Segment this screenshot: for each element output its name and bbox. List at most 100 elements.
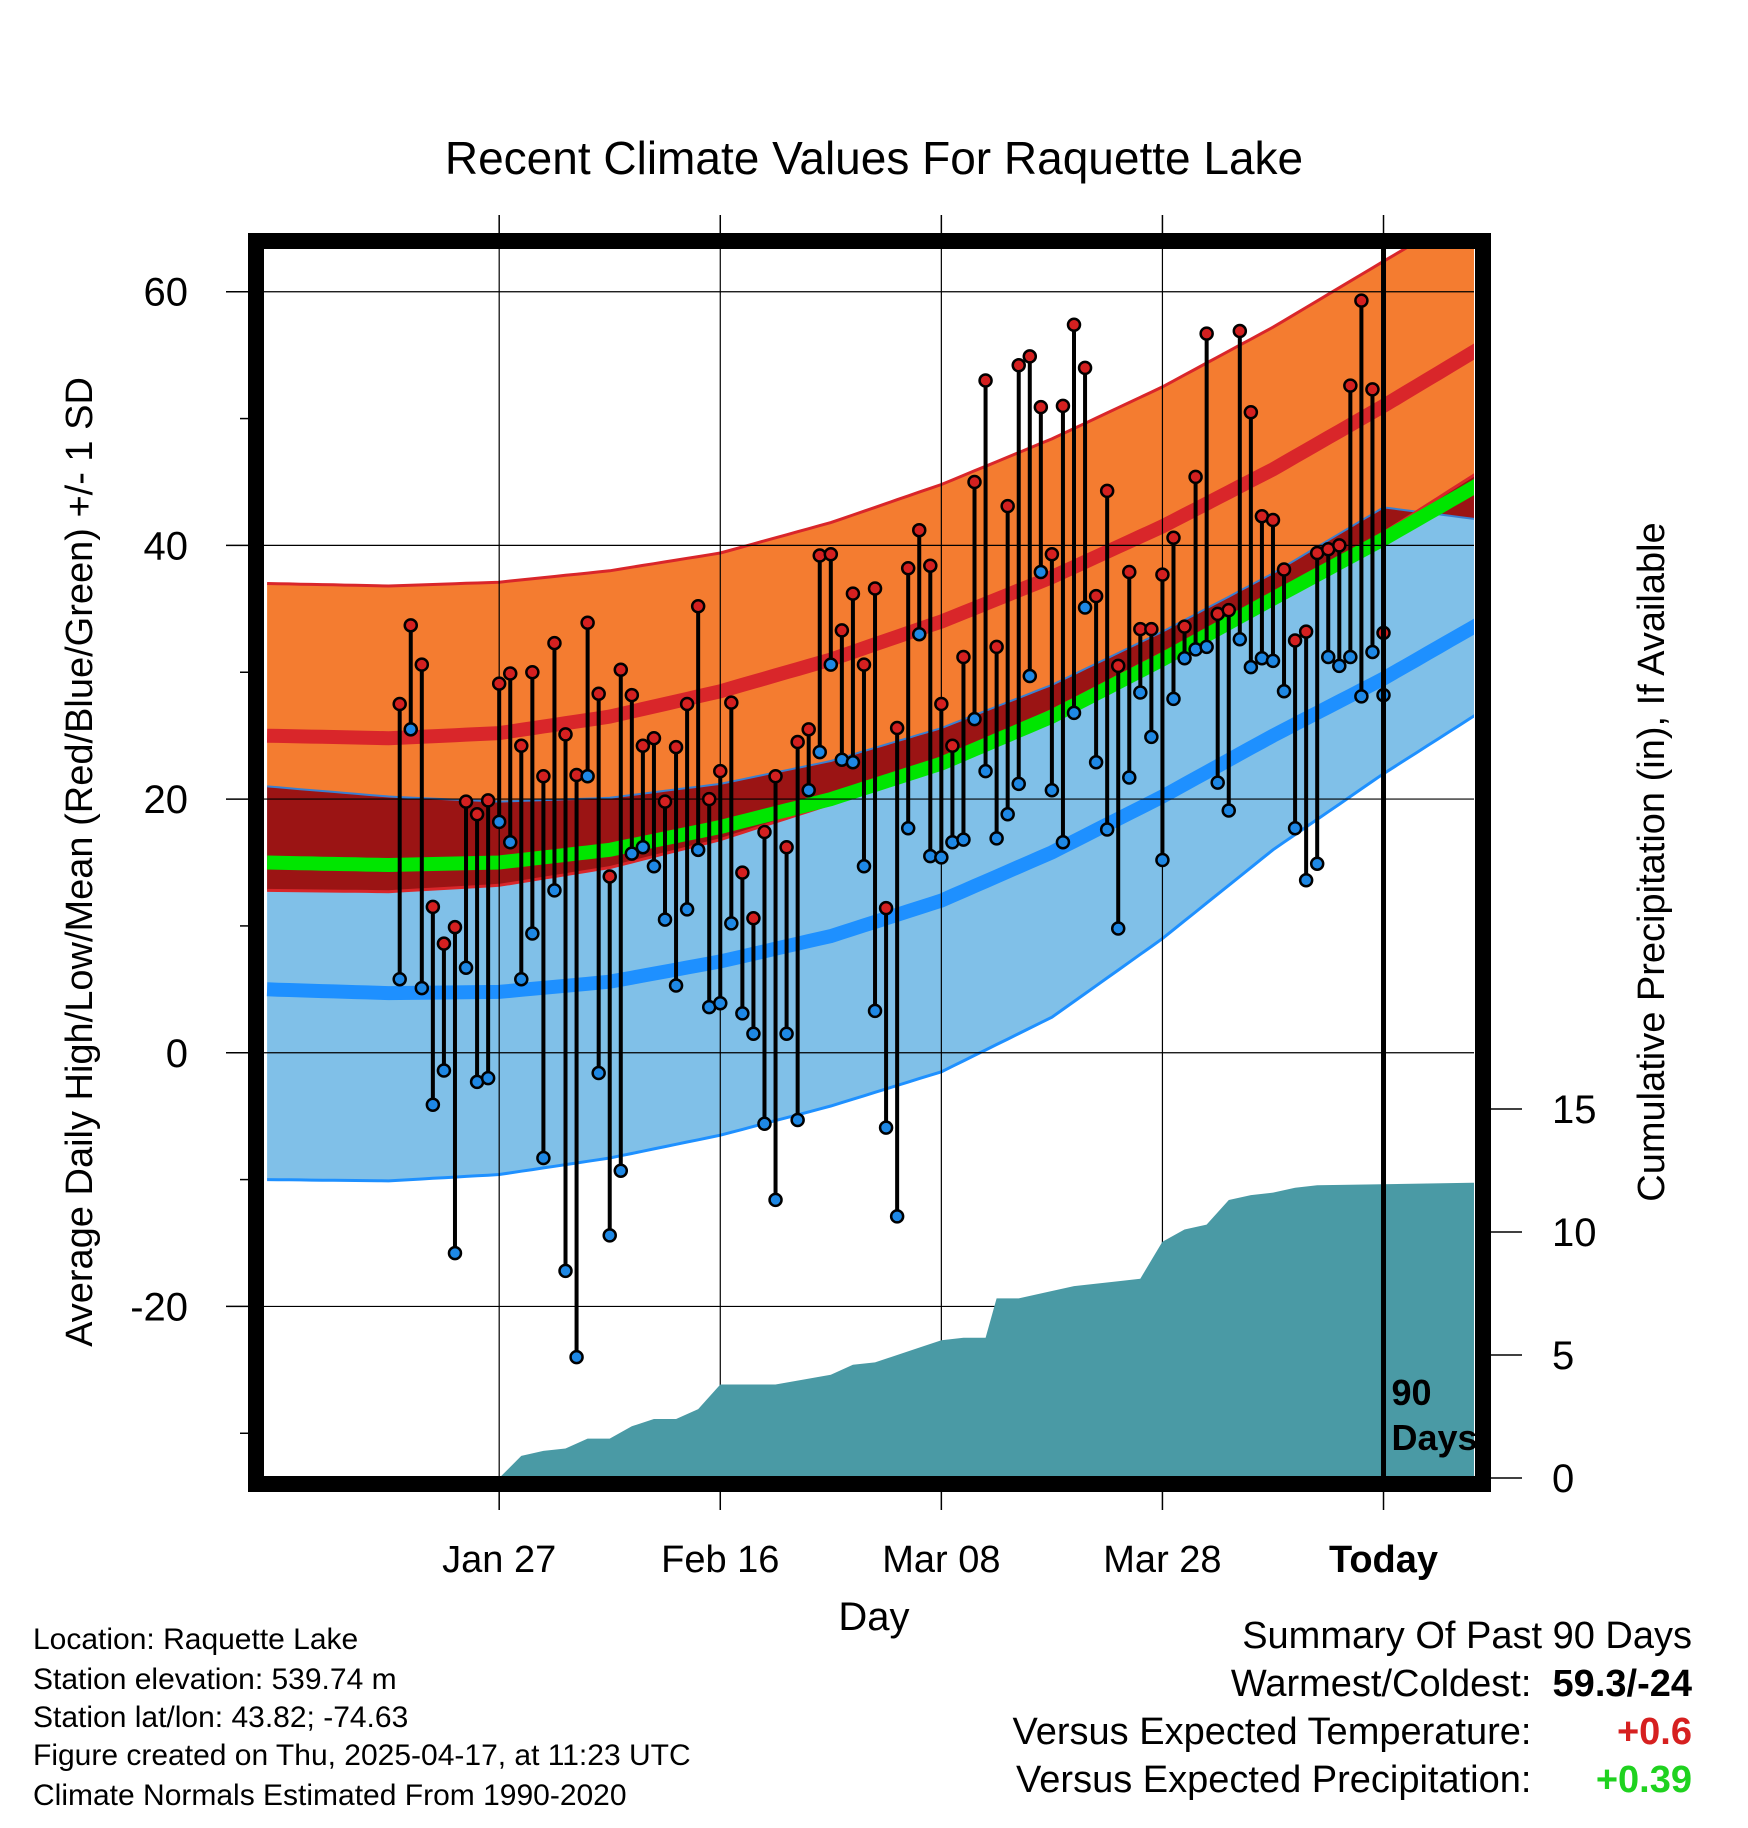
daily-low-point (735, 1006, 750, 1021)
daily-low-point (956, 832, 971, 847)
daily-high-point (911, 522, 927, 538)
daily-low-point (414, 980, 430, 996)
daily-high-point (934, 696, 949, 712)
daily-high-point (1022, 349, 1038, 364)
daily-high-point (1011, 358, 1026, 373)
daily-low-point (878, 1120, 894, 1135)
daily-high-point (746, 911, 761, 926)
daily-high-point (900, 560, 916, 576)
daily-high-point (536, 769, 551, 784)
daily-low-point (1265, 653, 1281, 669)
daily-low-point (436, 1063, 452, 1078)
summary-precip-value: +0.39 (1595, 1759, 1692, 1801)
daily-high-point (458, 794, 474, 809)
daily-low-point (624, 846, 640, 861)
daily-high-point (867, 581, 883, 596)
daily-low-point (1354, 689, 1369, 704)
daily-high-point (989, 639, 1004, 655)
daily-low-point (525, 926, 540, 941)
daily-low-point (591, 1065, 606, 1081)
summary-warm-cold-value: 59.3/-24 (1552, 1663, 1692, 1705)
daily-high-point (469, 807, 485, 822)
daily-high-point (657, 794, 673, 809)
y-left-tick-label: 40 (144, 524, 189, 568)
daily-high-point (1332, 538, 1347, 553)
daily-low-point (1199, 639, 1214, 655)
daily-low-point (1309, 856, 1325, 872)
daily-low-point (1122, 770, 1137, 785)
daily-low-point (635, 840, 651, 855)
daily-high-point (790, 734, 805, 750)
summary-temp-value: +0.6 (1616, 1711, 1692, 1753)
daily-low-point (1088, 755, 1104, 770)
daily-low-point (1133, 685, 1148, 700)
summary-title: Summary Of Past 90 Days (1242, 1615, 1692, 1657)
daily-low-point (403, 722, 419, 737)
daily-high-point (1298, 624, 1314, 639)
y-left-tick-label: 0 (166, 1032, 188, 1076)
daily-high-point (713, 763, 728, 779)
daily-high-point (978, 373, 993, 388)
daily-low-point (757, 1116, 772, 1132)
daily-high-point (635, 738, 651, 754)
daily-high-point (679, 696, 695, 712)
daily-low-point (1320, 649, 1336, 665)
low-sd-lower-line (267, 714, 1474, 1183)
daily-low-point (1166, 691, 1181, 707)
daily-low-point (1177, 651, 1192, 666)
daily-low-point (801, 782, 816, 798)
daily-high-point (1177, 619, 1192, 634)
daily-high-point (668, 739, 684, 755)
daily-high-point (613, 662, 629, 677)
summary-temp-label: Versus Expected Temperature: (1012, 1711, 1532, 1753)
x-axis-label: Day (838, 1595, 909, 1639)
y-right-tick-label: 15 (1552, 1088, 1597, 1132)
daily-low-point (779, 1026, 794, 1041)
daily-high-point (1077, 360, 1093, 376)
daily-high-point (1166, 530, 1181, 546)
daily-high-point (436, 936, 452, 951)
daily-low-point (1210, 775, 1225, 790)
high-sd-upper-line (267, 249, 1408, 588)
daily-low-point (458, 960, 474, 976)
daily-high-point (1122, 564, 1137, 580)
footer-created: Figure created on Thu, 2025-04-17, at 11… (33, 1739, 691, 1772)
daily-low-point (823, 657, 839, 672)
daily-high-point (403, 618, 419, 633)
summary-temperature: Versus Expected Temperature: +0.6 (1013, 1711, 1692, 1754)
daily-low-point (392, 971, 407, 987)
daily-high-point (735, 865, 750, 880)
daily-low-point (1276, 684, 1292, 699)
daily-high-point (547, 635, 562, 651)
today-window-label-1: 90 (1392, 1372, 1432, 1413)
summary-warm-cold: Warmest/Coldest: 59.3/-24 (1231, 1663, 1692, 1706)
daily-low-point (602, 1228, 617, 1243)
daily-low-point (989, 831, 1004, 846)
y-right-tick-label: 0 (1552, 1457, 1574, 1501)
daily-low-point (1110, 921, 1126, 936)
daily-low-point (690, 842, 706, 858)
daily-low-point (1055, 834, 1071, 850)
daily-high-point (514, 738, 529, 754)
daily-low-point (547, 883, 562, 898)
daily-low-point (1343, 649, 1358, 665)
daily-high-point (1199, 326, 1214, 341)
daily-low-point (657, 912, 673, 927)
daily-low-point (580, 769, 595, 784)
daily-low-point (967, 711, 982, 727)
daily-low-point (1033, 564, 1049, 580)
summary-warm-cold-label: Warmest/Coldest: (1230, 1663, 1532, 1705)
daily-low-point (569, 1349, 584, 1365)
chart-title: Recent Climate Values For Raquette Lake (445, 132, 1303, 184)
daily-low-point (1099, 822, 1115, 837)
daily-high-point (425, 899, 441, 915)
y-left-tick-label: -20 (130, 1285, 188, 1329)
daily-low-point (1011, 776, 1026, 792)
daily-high-point (392, 696, 407, 712)
daily-high-point (1354, 293, 1369, 308)
daily-low-point (768, 1192, 783, 1208)
daily-high-point (624, 687, 640, 703)
daily-high-point (856, 657, 872, 672)
daily-low-point (1365, 644, 1380, 660)
